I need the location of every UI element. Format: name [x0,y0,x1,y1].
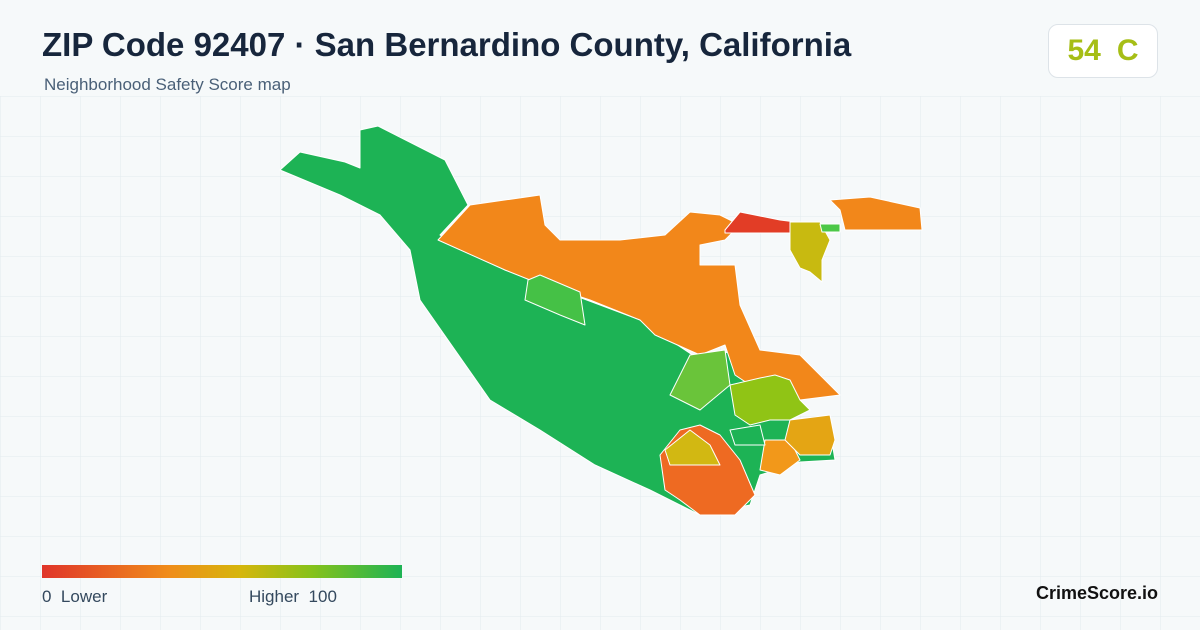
score-value: 54 [1067,34,1101,67]
score-grade: C [1116,34,1139,67]
area [437,194,841,401]
legend-min-value: 0 [42,587,52,606]
legend-max-label: Higher [249,587,300,606]
area [729,374,811,426]
area [524,274,586,326]
area [819,223,841,233]
score-box: 54 C [1048,24,1158,78]
subtitle: Neighborhood Safety Score map [44,75,291,94]
area [669,349,731,411]
legend-min-label: Lower [60,587,108,606]
title: ZIP Code 92407 · San Bernardino County, … [42,26,852,63]
legend-min: 0 Lower [42,587,107,607]
area [784,414,836,456]
area [664,429,721,466]
brand: CrimeScore.io [1035,583,1158,603]
legend-max-value: 100 [308,587,337,606]
legend-max: Higher 100 [249,587,337,607]
area [829,196,923,231]
zip-areas [279,125,923,516]
legend-gradient [42,565,402,578]
area [729,424,766,446]
